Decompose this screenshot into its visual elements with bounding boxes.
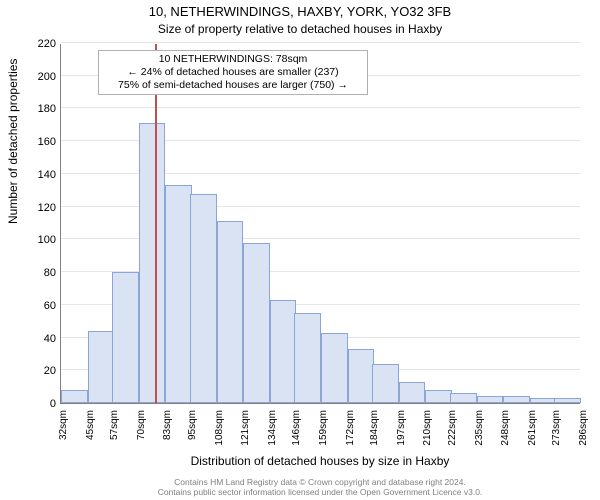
x-tick-label: 45sqm [85,410,96,440]
histogram-bar [112,272,139,403]
histogram-bar [450,393,477,403]
annotation-line2: ← 24% of detached houses are smaller (23… [104,66,362,79]
x-tick-label: 57sqm [109,410,120,440]
annotation-box: 10 NETHERWINDINGS: 78sqm ← 24% of detach… [98,50,368,95]
x-tick-label: 32sqm [58,410,69,440]
y-tick-label: 120 [16,202,56,214]
histogram-bar [503,396,530,403]
x-tick-label: 146sqm [291,410,302,446]
x-tick-label: 197sqm [396,410,407,446]
footer-line2: Contains public sector information licen… [60,488,580,498]
x-tick-label: 222sqm [447,410,458,446]
y-tick-label: 220 [16,38,56,50]
chart-subtitle: Size of property relative to detached ho… [0,22,600,36]
x-tick-label: 95sqm [187,410,198,440]
x-tick-label: 184sqm [369,410,380,446]
histogram-bar [243,243,270,403]
footer-credits: Contains HM Land Registry data © Crown c… [60,478,580,498]
histogram-bar [190,194,217,403]
plot-area [60,44,580,404]
histogram-bar [165,185,192,403]
histogram-bar [425,390,452,403]
y-tick-label: 200 [16,71,56,83]
histogram-bar [88,331,115,403]
annotation-line3: 75% of semi-detached houses are larger (… [104,79,362,92]
gridline [61,107,580,108]
y-tick-label: 20 [16,365,56,377]
x-tick-label: 210sqm [422,410,433,446]
x-tick-label: 108sqm [214,410,225,446]
property-marker-line [155,44,157,403]
y-tick-label: 160 [16,136,56,148]
annotation-line1: 10 NETHERWINDINGS: 78sqm [104,53,362,66]
histogram-bar [217,221,244,403]
histogram-bar [530,398,557,403]
x-axis-label: Distribution of detached houses by size … [60,454,580,468]
y-tick-label: 80 [16,267,56,279]
y-tick-label: 40 [16,333,56,345]
x-tick-label: 83sqm [162,410,173,440]
histogram-bar [61,390,88,403]
x-tick-label: 261sqm [527,410,538,446]
x-tick-label: 134sqm [267,410,278,446]
x-tick-label: 70sqm [136,410,147,440]
x-tick-label: 286sqm [578,410,589,446]
histogram-bar [321,333,348,403]
gridline [61,42,580,43]
y-tick-label: 140 [16,169,56,181]
chart-title: 10, NETHERWINDINGS, HAXBY, YORK, YO32 3F… [0,4,600,19]
histogram-bar [477,396,504,403]
histogram-bar [270,300,297,403]
histogram-bar [139,123,166,403]
histogram-bar [294,313,321,403]
y-tick-label: 100 [16,234,56,246]
x-tick-label: 159sqm [318,410,329,446]
histogram-bar [399,382,426,403]
histogram-bar [348,349,375,403]
y-tick-label: 60 [16,300,56,312]
histogram-bar [554,398,581,403]
x-tick-label: 121sqm [240,410,251,446]
x-tick-label: 235sqm [474,410,485,446]
chart-container: 10, NETHERWINDINGS, HAXBY, YORK, YO32 3F… [0,0,600,500]
x-tick-label: 273sqm [551,410,562,446]
y-tick-label: 180 [16,103,56,115]
histogram-bar [372,364,399,403]
x-tick-label: 248sqm [500,410,511,446]
y-tick-label: 0 [16,398,56,410]
x-tick-label: 172sqm [345,410,356,446]
